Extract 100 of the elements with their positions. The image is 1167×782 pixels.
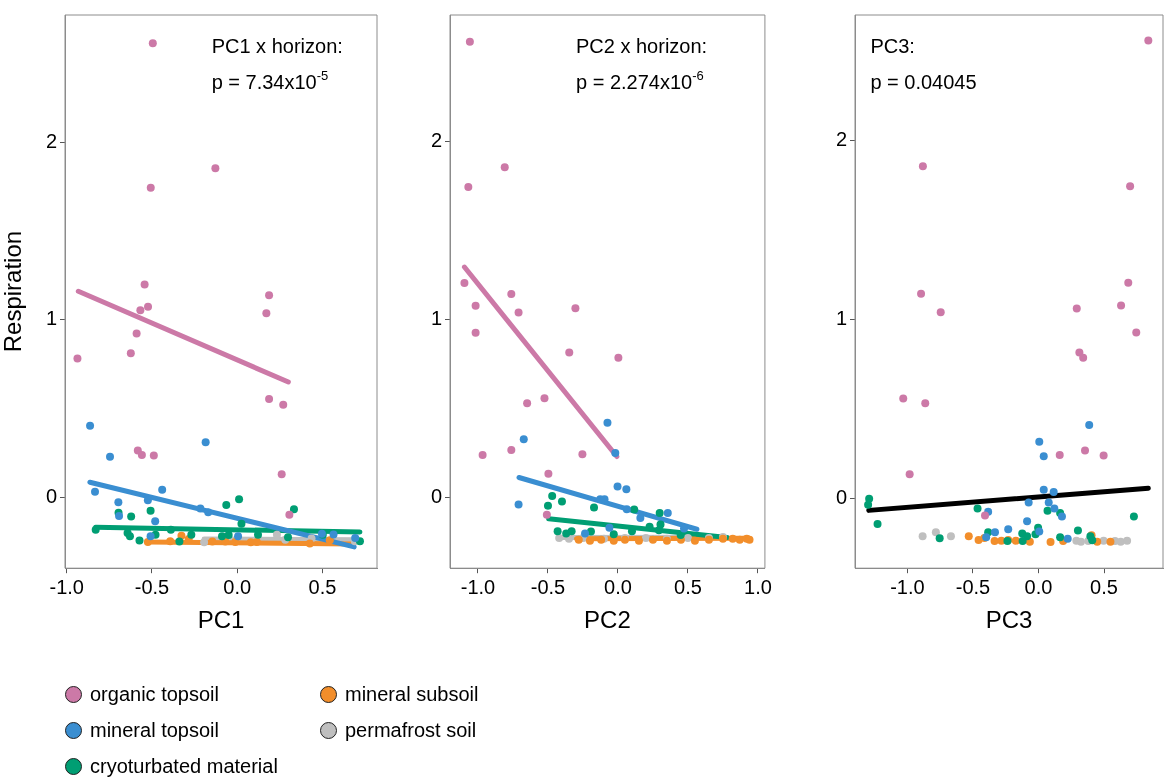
point	[918, 162, 927, 171]
point	[471, 301, 480, 310]
point	[1035, 527, 1044, 536]
point	[1046, 538, 1055, 547]
point	[211, 164, 220, 173]
point	[574, 535, 583, 544]
x-axis-title: PC3	[985, 606, 1033, 634]
point	[1075, 348, 1084, 357]
point	[126, 349, 135, 358]
point	[1081, 446, 1090, 455]
y-tick-label: 1	[835, 306, 847, 329]
point	[1126, 182, 1135, 191]
point	[918, 532, 927, 541]
legend-label: cryoturbated material	[90, 754, 278, 778]
legend-label: mineral topsoil	[90, 718, 219, 742]
point	[137, 450, 146, 459]
point	[1144, 36, 1153, 45]
x-tick-label: -0.5	[530, 575, 566, 598]
point	[553, 527, 562, 536]
annotation: PC2 x horizon:	[575, 35, 708, 57]
point	[565, 348, 574, 357]
y-tick-label: 1	[430, 306, 442, 329]
point	[921, 399, 930, 408]
point	[548, 491, 557, 500]
point	[237, 519, 246, 528]
x-tick-label: 0.0	[223, 575, 252, 598]
point	[224, 531, 233, 540]
point	[106, 452, 115, 461]
point	[146, 532, 155, 541]
point	[611, 449, 620, 458]
point	[460, 279, 469, 288]
point	[1072, 304, 1081, 313]
x-tick-label: -0.5	[955, 575, 991, 598]
point	[1129, 512, 1138, 521]
x-tick-label: -1.0	[49, 575, 84, 598]
point	[728, 534, 737, 543]
point	[279, 400, 288, 409]
x-tick-label: 0.5	[308, 575, 337, 598]
y-tick-label: 2	[835, 127, 847, 150]
point	[146, 183, 155, 192]
point	[235, 495, 244, 504]
annotation: p = 0.04045	[870, 71, 977, 93]
point	[981, 511, 990, 520]
point	[1085, 420, 1094, 429]
point	[158, 485, 167, 494]
point	[144, 302, 153, 311]
x-tick-label: 0.5	[1090, 575, 1118, 598]
point	[590, 503, 599, 512]
point	[936, 308, 945, 317]
point	[1099, 451, 1108, 460]
point	[1063, 534, 1072, 543]
point	[507, 446, 516, 455]
legend-label: mineral subsoil	[345, 682, 479, 706]
legend-label: permafrost soil	[345, 718, 477, 742]
point	[540, 394, 549, 403]
point	[1039, 485, 1048, 494]
point	[265, 395, 274, 404]
point	[500, 163, 509, 172]
point	[973, 504, 982, 513]
point	[1044, 498, 1053, 507]
point	[1079, 353, 1088, 362]
point	[1123, 536, 1132, 545]
point	[557, 497, 566, 506]
point	[507, 290, 516, 299]
point	[464, 183, 473, 192]
point	[630, 505, 639, 514]
y-axis-title: Respiration	[0, 230, 27, 353]
point	[166, 537, 175, 546]
point	[935, 534, 944, 543]
point	[289, 505, 298, 514]
point	[1132, 328, 1141, 337]
point	[1050, 504, 1059, 513]
point	[231, 537, 240, 546]
point	[222, 500, 231, 509]
point	[605, 523, 614, 532]
point	[86, 421, 95, 430]
point	[1088, 536, 1097, 545]
x-tick-label: 0.5	[674, 575, 702, 598]
point	[277, 470, 286, 479]
point	[1039, 452, 1048, 461]
point	[519, 435, 528, 444]
point	[471, 328, 480, 337]
y-tick-label: 0	[835, 485, 847, 508]
point	[478, 451, 487, 460]
point	[1035, 437, 1044, 446]
point	[262, 309, 271, 318]
point	[964, 532, 973, 541]
point	[151, 517, 160, 526]
point	[542, 510, 551, 519]
point	[609, 530, 618, 539]
annotation: PC1 x horizon:	[211, 35, 343, 57]
point	[115, 512, 124, 521]
point	[135, 536, 144, 545]
point	[683, 533, 692, 542]
point	[990, 528, 999, 537]
point	[917, 289, 926, 298]
point	[136, 306, 145, 315]
point	[571, 304, 580, 313]
point	[636, 514, 645, 523]
x-tick-label: 1.0	[744, 575, 772, 598]
